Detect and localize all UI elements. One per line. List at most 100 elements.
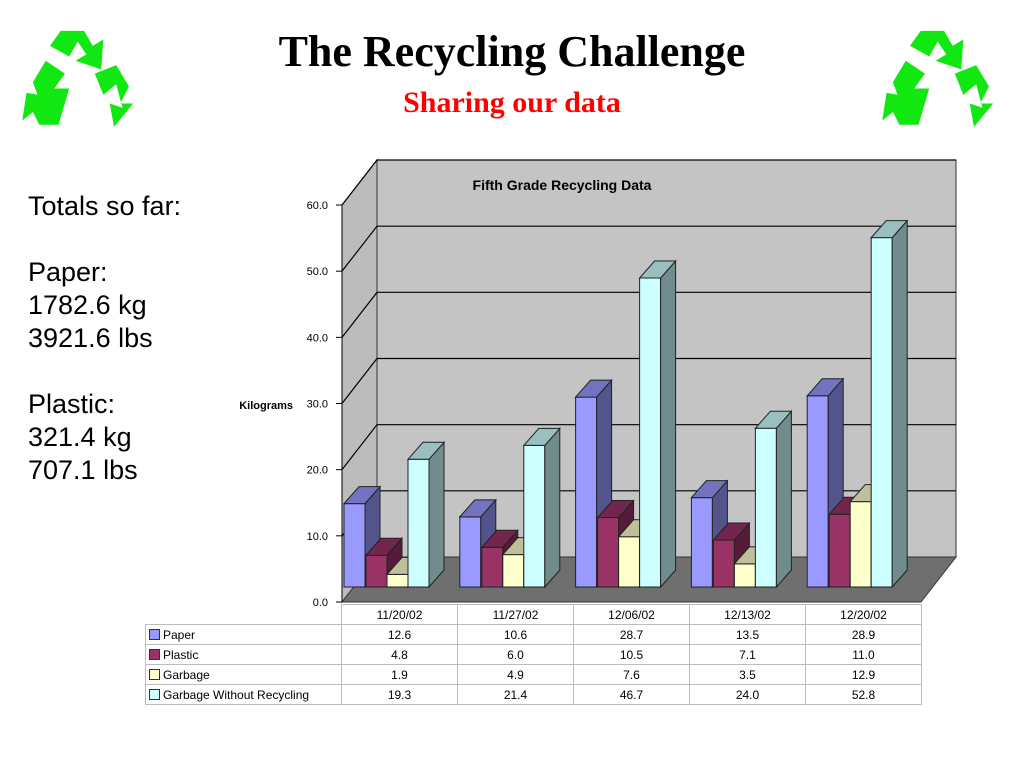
table-cell: 6.0 xyxy=(457,644,574,665)
table-cell: 46.7 xyxy=(573,684,690,705)
legend-swatch-plastic xyxy=(149,648,160,660)
bar-garbage-without-recycling-front xyxy=(639,277,662,588)
bar-plastic-front xyxy=(481,546,504,588)
y-axis-label: Kilograms xyxy=(239,400,293,412)
bar-plastic-front xyxy=(365,554,388,588)
row-label-garbage: Garbage xyxy=(145,664,342,685)
table-cell: 10.5 xyxy=(573,644,690,665)
table-column-header: 11/20/02 xyxy=(341,604,458,625)
table-cell: 11.0 xyxy=(805,644,922,665)
bar-paper-top xyxy=(574,379,613,398)
table-cell: 10.6 xyxy=(457,624,574,645)
y-tick-label: 60.0 xyxy=(307,200,328,212)
bar-plastic-top xyxy=(364,537,404,556)
table-cell: 3.5 xyxy=(689,664,806,685)
y-tick-label: 30.0 xyxy=(307,399,328,411)
bar-garbage-without-recycling-front xyxy=(523,444,546,588)
table-header-row: 11/20/02 11/27/02 12/06/02 12/13/02 12/2… xyxy=(146,604,922,625)
legend-label: Plastic xyxy=(163,647,199,662)
bar-paper-top xyxy=(458,499,497,518)
table-cell: 28.7 xyxy=(573,624,690,645)
bar-paper-front xyxy=(806,395,829,588)
paper-label: Paper: xyxy=(28,257,108,287)
table-column-header: 11/27/02 xyxy=(457,604,574,625)
row-label-plastic: Plastic xyxy=(145,644,342,665)
recycle-icon xyxy=(22,30,134,127)
bar-garbage-without-recycling-front xyxy=(407,458,430,588)
bar-plastic-front xyxy=(828,513,851,588)
bar-garbage-without-recycling-side xyxy=(660,259,677,589)
table-corner xyxy=(146,605,342,625)
y-tick-label: 50.0 xyxy=(307,266,328,278)
table-cell: 28.9 xyxy=(805,624,922,645)
gridline xyxy=(341,357,956,404)
chart-title: Fifth Grade Recycling Data xyxy=(473,177,652,193)
y-tick-label: 10.0 xyxy=(307,531,328,543)
legend-label: Paper xyxy=(163,627,196,642)
table-cell: 12.9 xyxy=(805,664,922,685)
bar-paper-front xyxy=(690,497,713,588)
table-cell: 52.8 xyxy=(805,684,922,705)
bar-paper-top xyxy=(342,486,382,505)
bar-paper-front xyxy=(343,503,366,588)
legend-swatch-paper xyxy=(149,628,160,640)
bar-garbage-front xyxy=(733,563,756,588)
legend-label: Garbage xyxy=(163,667,210,682)
bar-paper-front xyxy=(459,516,482,588)
table-cell: 7.1 xyxy=(689,644,806,665)
bar-garbage-front xyxy=(386,573,409,588)
bar-garbage-front xyxy=(502,554,525,588)
table-cell: 4.9 xyxy=(457,664,574,685)
bar-garbage-without-recycling-front xyxy=(754,427,777,588)
bar-plastic-front xyxy=(597,517,620,588)
bar-garbage-without-recycling-top xyxy=(754,410,793,429)
bar-plastic-top xyxy=(712,522,751,541)
recycle-icon xyxy=(882,30,994,127)
table-row: Garbage Without Recycling 19.3 21.4 46.7… xyxy=(145,684,922,705)
table-row: Paper 12.6 10.6 28.7 13.5 28.9 xyxy=(145,624,922,645)
table-cell: 4.8 xyxy=(341,644,458,665)
bar-plastic-top xyxy=(596,500,635,519)
gridline xyxy=(341,159,956,206)
slide-title: The Recycling Challenge xyxy=(278,27,746,76)
bar-garbage-without-recycling-top xyxy=(406,441,446,460)
totals-panel: Totals so far: Paper: 1782.6 kg 3921.6 l… xyxy=(28,190,181,487)
table-column-header: 12/20/02 xyxy=(805,604,922,625)
legend-label: Garbage Without Recycling xyxy=(163,687,310,702)
bar-paper-top xyxy=(690,480,729,499)
bar-garbage-without-recycling-top xyxy=(522,427,561,446)
table-column-header: 12/13/02 xyxy=(689,604,806,625)
bar-garbage-without-recycling-top xyxy=(638,260,677,279)
plastic-kg-value: 321.4 kg xyxy=(28,422,132,452)
table-cell: 24.0 xyxy=(689,684,806,705)
bar-garbage-without-recycling-front xyxy=(870,237,893,588)
paper-kg-value: 1782.6 kg xyxy=(28,290,147,320)
y-tick-label: 0.0 xyxy=(313,597,328,609)
gridline xyxy=(341,225,956,272)
row-label-garbage-without-recycling: Garbage Without Recycling xyxy=(145,684,342,705)
y-tick-label: 20.0 xyxy=(307,465,328,477)
table-cell: 7.6 xyxy=(573,664,690,685)
table-row: Garbage 1.9 4.9 7.6 3.5 12.9 xyxy=(145,664,922,685)
bar-garbage-front xyxy=(618,536,641,588)
bar-paper-top xyxy=(806,378,845,397)
bar-plastic-top xyxy=(480,529,519,548)
paper-lbs-value: 3921.6 lbs xyxy=(28,323,153,353)
bar-garbage-without-recycling-side xyxy=(775,409,792,589)
bar-paper-front xyxy=(575,396,598,588)
table-cell: 1.9 xyxy=(341,664,458,685)
totals-heading: Totals so far: xyxy=(28,191,182,221)
table-row: Plastic 4.8 6.0 10.5 7.1 11.0 xyxy=(145,644,922,665)
table-cell: 13.5 xyxy=(689,624,806,645)
slide-subtitle: Sharing our data xyxy=(403,86,621,119)
bar-garbage-without-recycling-side xyxy=(891,219,908,589)
table-cell: 19.3 xyxy=(341,684,458,705)
bar-plastic-front xyxy=(712,539,735,588)
bar-garbage-front xyxy=(849,501,872,588)
table-cell: 21.4 xyxy=(457,684,574,705)
bar-garbage-without-recycling-top xyxy=(870,220,909,239)
legend-swatch-garbage-without-recycling xyxy=(149,688,160,700)
row-label-paper: Paper xyxy=(145,624,342,645)
chart-data-table: 11/20/02 11/27/02 12/06/02 12/13/02 12/2… xyxy=(145,604,922,705)
